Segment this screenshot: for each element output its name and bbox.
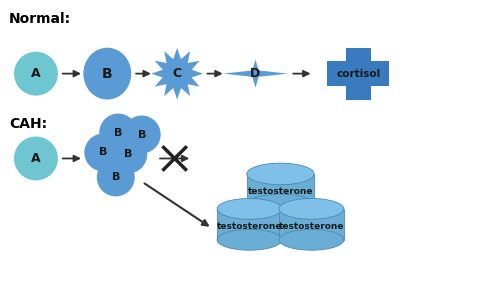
Text: testosterone: testosterone [278,222,344,231]
FancyBboxPatch shape [217,209,282,240]
Text: A: A [31,67,41,80]
Ellipse shape [99,114,137,151]
Ellipse shape [247,194,314,216]
Ellipse shape [217,198,282,219]
Text: B: B [114,128,122,137]
Text: D: D [250,67,260,80]
Text: B: B [112,173,120,182]
FancyBboxPatch shape [346,48,371,99]
Ellipse shape [14,52,58,96]
Text: testosterone: testosterone [217,222,282,231]
Ellipse shape [279,198,344,219]
Ellipse shape [109,135,147,173]
Text: B: B [124,149,132,160]
Text: B: B [99,148,107,157]
Text: C: C [173,67,182,80]
FancyBboxPatch shape [327,61,389,86]
Ellipse shape [123,115,161,153]
Text: testosterone: testosterone [248,187,313,196]
Ellipse shape [84,133,122,171]
Text: A: A [31,152,41,165]
Text: CAH:: CAH: [9,117,47,131]
Ellipse shape [217,229,282,250]
Text: B: B [102,67,113,81]
Ellipse shape [83,48,131,99]
Ellipse shape [97,158,135,196]
Polygon shape [151,48,203,99]
FancyBboxPatch shape [247,174,314,205]
Ellipse shape [247,163,314,185]
Text: B: B [138,130,146,139]
Text: Normal:: Normal: [9,12,71,26]
FancyBboxPatch shape [279,209,344,240]
Ellipse shape [14,137,58,180]
Ellipse shape [279,229,344,250]
Text: cortisol: cortisol [336,69,380,79]
Polygon shape [223,60,288,88]
